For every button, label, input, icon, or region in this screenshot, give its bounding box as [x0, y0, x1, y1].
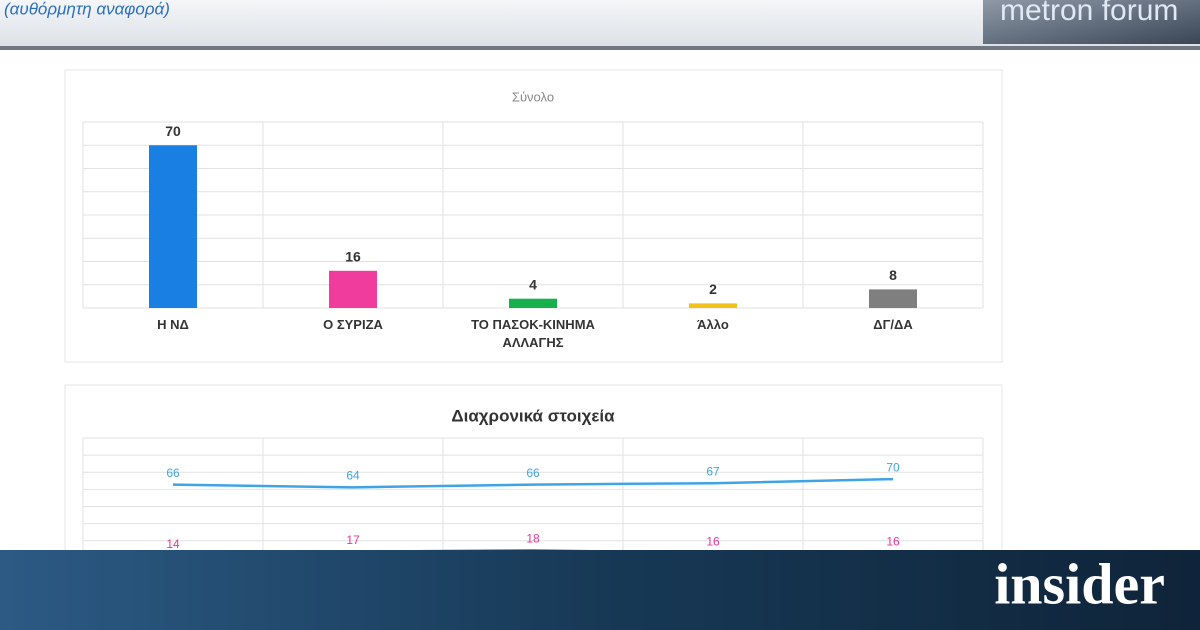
footer-bar — [0, 550, 1200, 630]
bar — [329, 270, 377, 308]
x-tick-label: ΤΟ ΠΑΣΟΚ-ΚΙΝΗΜΑ ΑΛΛΑΓΗΣ — [471, 317, 595, 350]
bar — [869, 289, 917, 308]
data-label: 8 — [889, 267, 897, 283]
chart-title: Σύνολο — [512, 89, 554, 104]
data-label: 16 — [886, 534, 900, 548]
data-label: 67 — [706, 464, 720, 478]
data-label: 2 — [709, 281, 717, 297]
data-label: 66 — [166, 466, 180, 480]
x-tick-label: Άλλο — [697, 317, 729, 332]
bar — [509, 298, 557, 308]
data-label: 70 — [165, 123, 181, 139]
panel — [64, 69, 1003, 363]
charts: Σύνολο 70 16 4 2 8 Διαχρονικά στοιχεία 66 64 66 67… — [82, 89, 984, 576]
line — [172, 477, 894, 489]
bar — [689, 303, 737, 308]
x-tick-label: Ο ΣΥΡΙΖΑ — [323, 317, 383, 332]
data-label: 18 — [526, 532, 540, 546]
data-label: 66 — [526, 466, 540, 480]
logo: metron forum — [1000, 0, 1178, 27]
header-rule — [0, 46, 1200, 50]
bar — [149, 145, 197, 308]
x-tick-label: ΔΓ/ΔΑ — [873, 317, 913, 332]
data-label: 14 — [166, 537, 180, 551]
data-label: 16 — [706, 534, 720, 548]
data-label: 4 — [529, 276, 537, 292]
data-label: 16 — [345, 249, 361, 265]
data-label: 70 — [886, 460, 900, 474]
header-subtitle: (αυθόρμητη αναφορά) — [4, 0, 170, 18]
data-label: 17 — [346, 533, 360, 547]
footer-brand: insider — [994, 551, 1165, 616]
data-label: 64 — [346, 468, 360, 482]
chart-title: Διαχρονικά στοιχεία — [451, 406, 615, 425]
x-tick-label: Η ΝΔ — [157, 317, 189, 332]
logo-box — [983, 0, 1200, 44]
